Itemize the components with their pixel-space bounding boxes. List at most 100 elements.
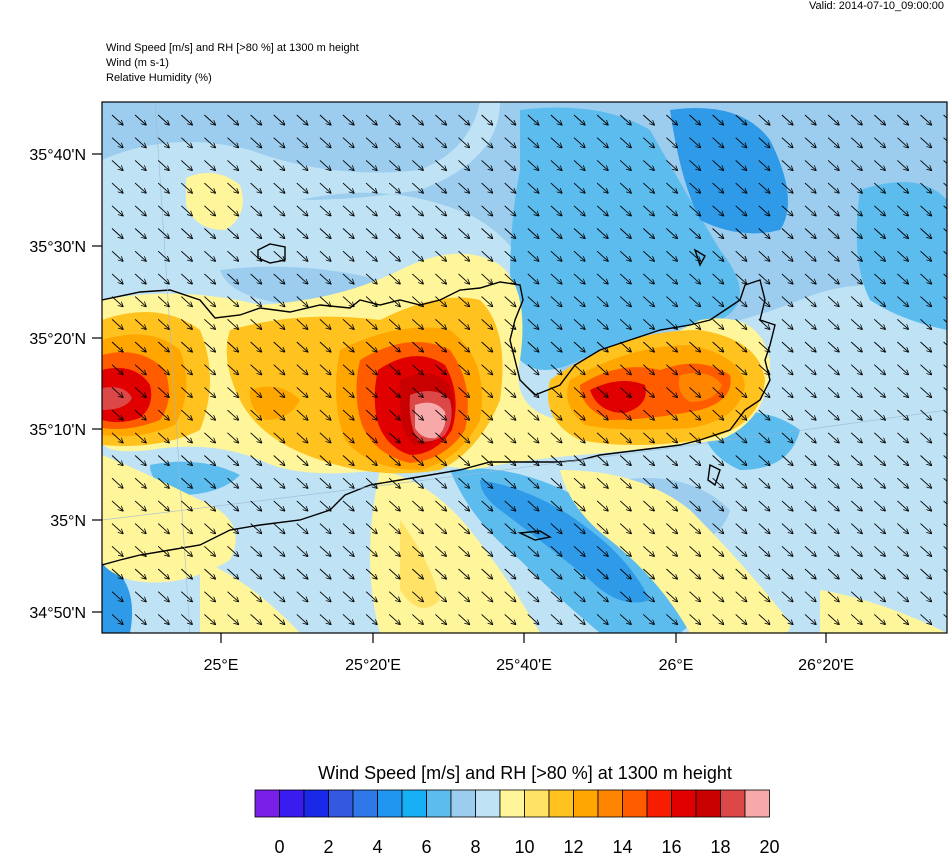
wind-arrow: [365, 591, 377, 602]
wind-arrow: [735, 160, 747, 170]
wind-arrow: [827, 545, 839, 556]
wind-arrow: [111, 387, 123, 397]
wind-arrow: [411, 250, 423, 261]
wind-arrow: [342, 614, 354, 624]
wind-arrow: [435, 273, 446, 284]
wind-arrow: [504, 160, 516, 170]
wind-arrow: [712, 568, 724, 579]
wind-arrow: [642, 545, 654, 556]
wind-arrow: [642, 182, 654, 193]
wind-arrow: [435, 182, 446, 193]
colorbar-ticks: 0 2 4 6 8 10 12 14 16 18 20: [274, 837, 779, 854]
wind-arrow: [550, 114, 562, 125]
wind-arrow: [458, 409, 470, 420]
wind-arrow: [481, 273, 493, 284]
wind-arrow: [619, 250, 631, 261]
wind-arrow: [850, 432, 862, 443]
wind-arrow: [712, 318, 724, 329]
wind-arrow: [227, 228, 239, 239]
wind-arrow: [920, 137, 932, 148]
wind-arrow: [689, 455, 701, 466]
wind-arrow: [735, 409, 747, 420]
wind-arrow: [550, 341, 562, 352]
wind-arrow: [689, 228, 701, 239]
wind-arrow: [642, 591, 654, 602]
wind-arrow: [157, 364, 169, 375]
wind-arrow: [850, 387, 862, 397]
wind-arrow: [504, 387, 516, 397]
wind-arrow: [573, 318, 585, 329]
wind-arrow: [619, 228, 631, 239]
wind-arrow: [897, 137, 908, 148]
wind-arrow: [573, 477, 585, 488]
wind-arrow: [481, 500, 493, 511]
wind-arrow: [827, 523, 839, 534]
wind-arrow: [227, 250, 239, 261]
wind-arrow: [180, 228, 192, 239]
wind-arrow: [550, 523, 562, 534]
wind-arrow: [504, 500, 516, 511]
wind-arrow: [342, 341, 354, 352]
wind-arrow: [365, 545, 377, 556]
wind-arrow: [943, 250, 947, 255]
wind-arrow: [920, 160, 932, 170]
wind-arrow: [111, 500, 123, 511]
wind-arrow: [642, 114, 654, 125]
wind-arrow: [735, 273, 747, 284]
wind-arrow: [319, 477, 331, 488]
wind-arrow: [758, 614, 770, 624]
wind-arrow: [897, 614, 908, 624]
wind-arrow: [435, 387, 446, 397]
wind-arrow: [157, 545, 169, 556]
wind-arrow: [943, 568, 947, 573]
wind-arrow: [134, 568, 146, 579]
wind-arrow: [596, 523, 608, 534]
wind-arrow: [504, 432, 516, 443]
wind-arrow: [804, 273, 816, 284]
wind-arrow: [712, 545, 724, 556]
wind-arrow: [111, 114, 123, 125]
wind-arrow: [411, 477, 423, 488]
colorbar-swatch: [352, 789, 378, 818]
colorbar-swatch: [622, 789, 648, 818]
wind-arrow: [897, 318, 908, 329]
wind-arrow: [319, 409, 331, 420]
wind-arrow: [504, 614, 516, 624]
wind-arrow: [781, 409, 793, 420]
wind-arrow: [504, 341, 516, 352]
wind-arrow: [365, 500, 377, 511]
wind-arrow: [111, 296, 123, 307]
wind-arrow: [689, 296, 701, 307]
wind-arrow: [573, 273, 585, 284]
wind-arrow: [758, 160, 770, 170]
wind-arrow: [435, 364, 446, 375]
wind-arrow: [804, 341, 816, 352]
wind-arrow: [689, 614, 701, 624]
wind-arrow: [227, 137, 239, 148]
wind-arrow: [619, 364, 631, 375]
wind-arrow: [435, 296, 446, 307]
colorbar-swatch: [426, 789, 452, 818]
wind-arrow: [111, 160, 123, 170]
wind-arrow: [758, 296, 770, 307]
wind-arrow: [573, 523, 585, 534]
wind-arrow: [735, 364, 747, 375]
wind-arrow: [180, 523, 192, 534]
wind-arrow: [134, 296, 146, 307]
wind-arrow: [642, 477, 654, 488]
wind-arrow: [481, 160, 493, 170]
wind-arrow: [550, 182, 562, 193]
wind-arrow: [204, 182, 215, 193]
wind-arrow: [481, 614, 493, 624]
wind-arrow: [157, 318, 169, 329]
wind-arrow: [204, 250, 215, 261]
wind-arrow: [873, 500, 885, 511]
wind-arrow: [504, 568, 516, 579]
wind-arrow: [250, 568, 262, 579]
wind-arrow: [111, 273, 123, 284]
lon-label-4: 26°E: [659, 657, 694, 674]
wind-arrow: [134, 182, 146, 193]
wind-arrow: [850, 114, 862, 125]
wind-arrow: [504, 523, 516, 534]
plot-titles: Wind Speed [m/s] and RH [>80 %] at 1300 …: [106, 41, 359, 86]
